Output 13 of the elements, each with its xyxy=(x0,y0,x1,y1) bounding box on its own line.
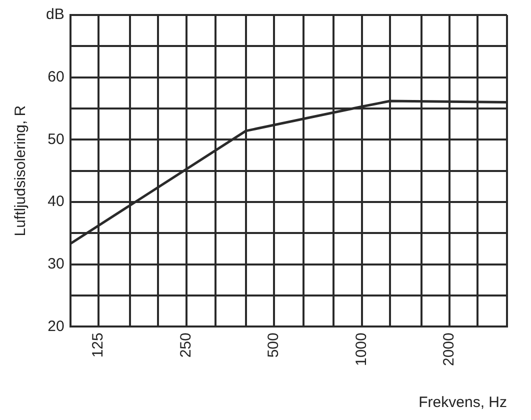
x-axis-title: Frekvens, Hz xyxy=(418,394,507,412)
x-tick-label: 2000 xyxy=(440,332,458,366)
y-tick-label: dB xyxy=(46,6,64,24)
y-tick-label: 30 xyxy=(48,255,64,272)
y-axis-title: Luftljudsisolering, R xyxy=(12,105,30,236)
y-tick-label: 20 xyxy=(48,318,64,335)
y-tick-label: 50 xyxy=(48,130,64,148)
x-tick-label: 250 xyxy=(177,332,194,358)
x-tick-label: 125 xyxy=(90,332,107,358)
x-tick-label: 1000 xyxy=(352,332,370,366)
x-tick-label: 500 xyxy=(265,332,282,358)
y-tick-label: 40 xyxy=(48,193,64,210)
y-tick-label: 60 xyxy=(48,68,64,86)
